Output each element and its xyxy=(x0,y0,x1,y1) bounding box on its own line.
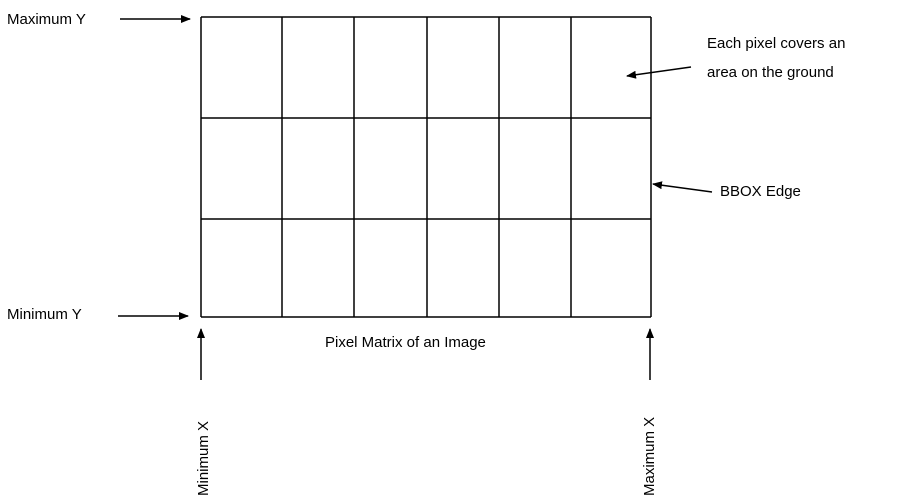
min-x-label: Minimum X xyxy=(195,420,212,496)
pixel-note-line2: area on the ground xyxy=(707,64,834,81)
matrix-caption: Pixel Matrix of an Image xyxy=(325,334,486,351)
bbox-edge-label: BBOX Edge xyxy=(720,183,801,200)
max-x-label: Maximum X xyxy=(641,416,658,496)
min-y-label: Minimum Y xyxy=(7,306,82,323)
pixel-matrix-grid xyxy=(200,16,652,318)
pixel-note-arrow xyxy=(626,66,692,79)
max-y-label: Maximum Y xyxy=(7,11,86,28)
bbox-edge-arrow xyxy=(652,181,713,193)
pixel-note-line1: Each pixel covers an xyxy=(707,35,846,52)
